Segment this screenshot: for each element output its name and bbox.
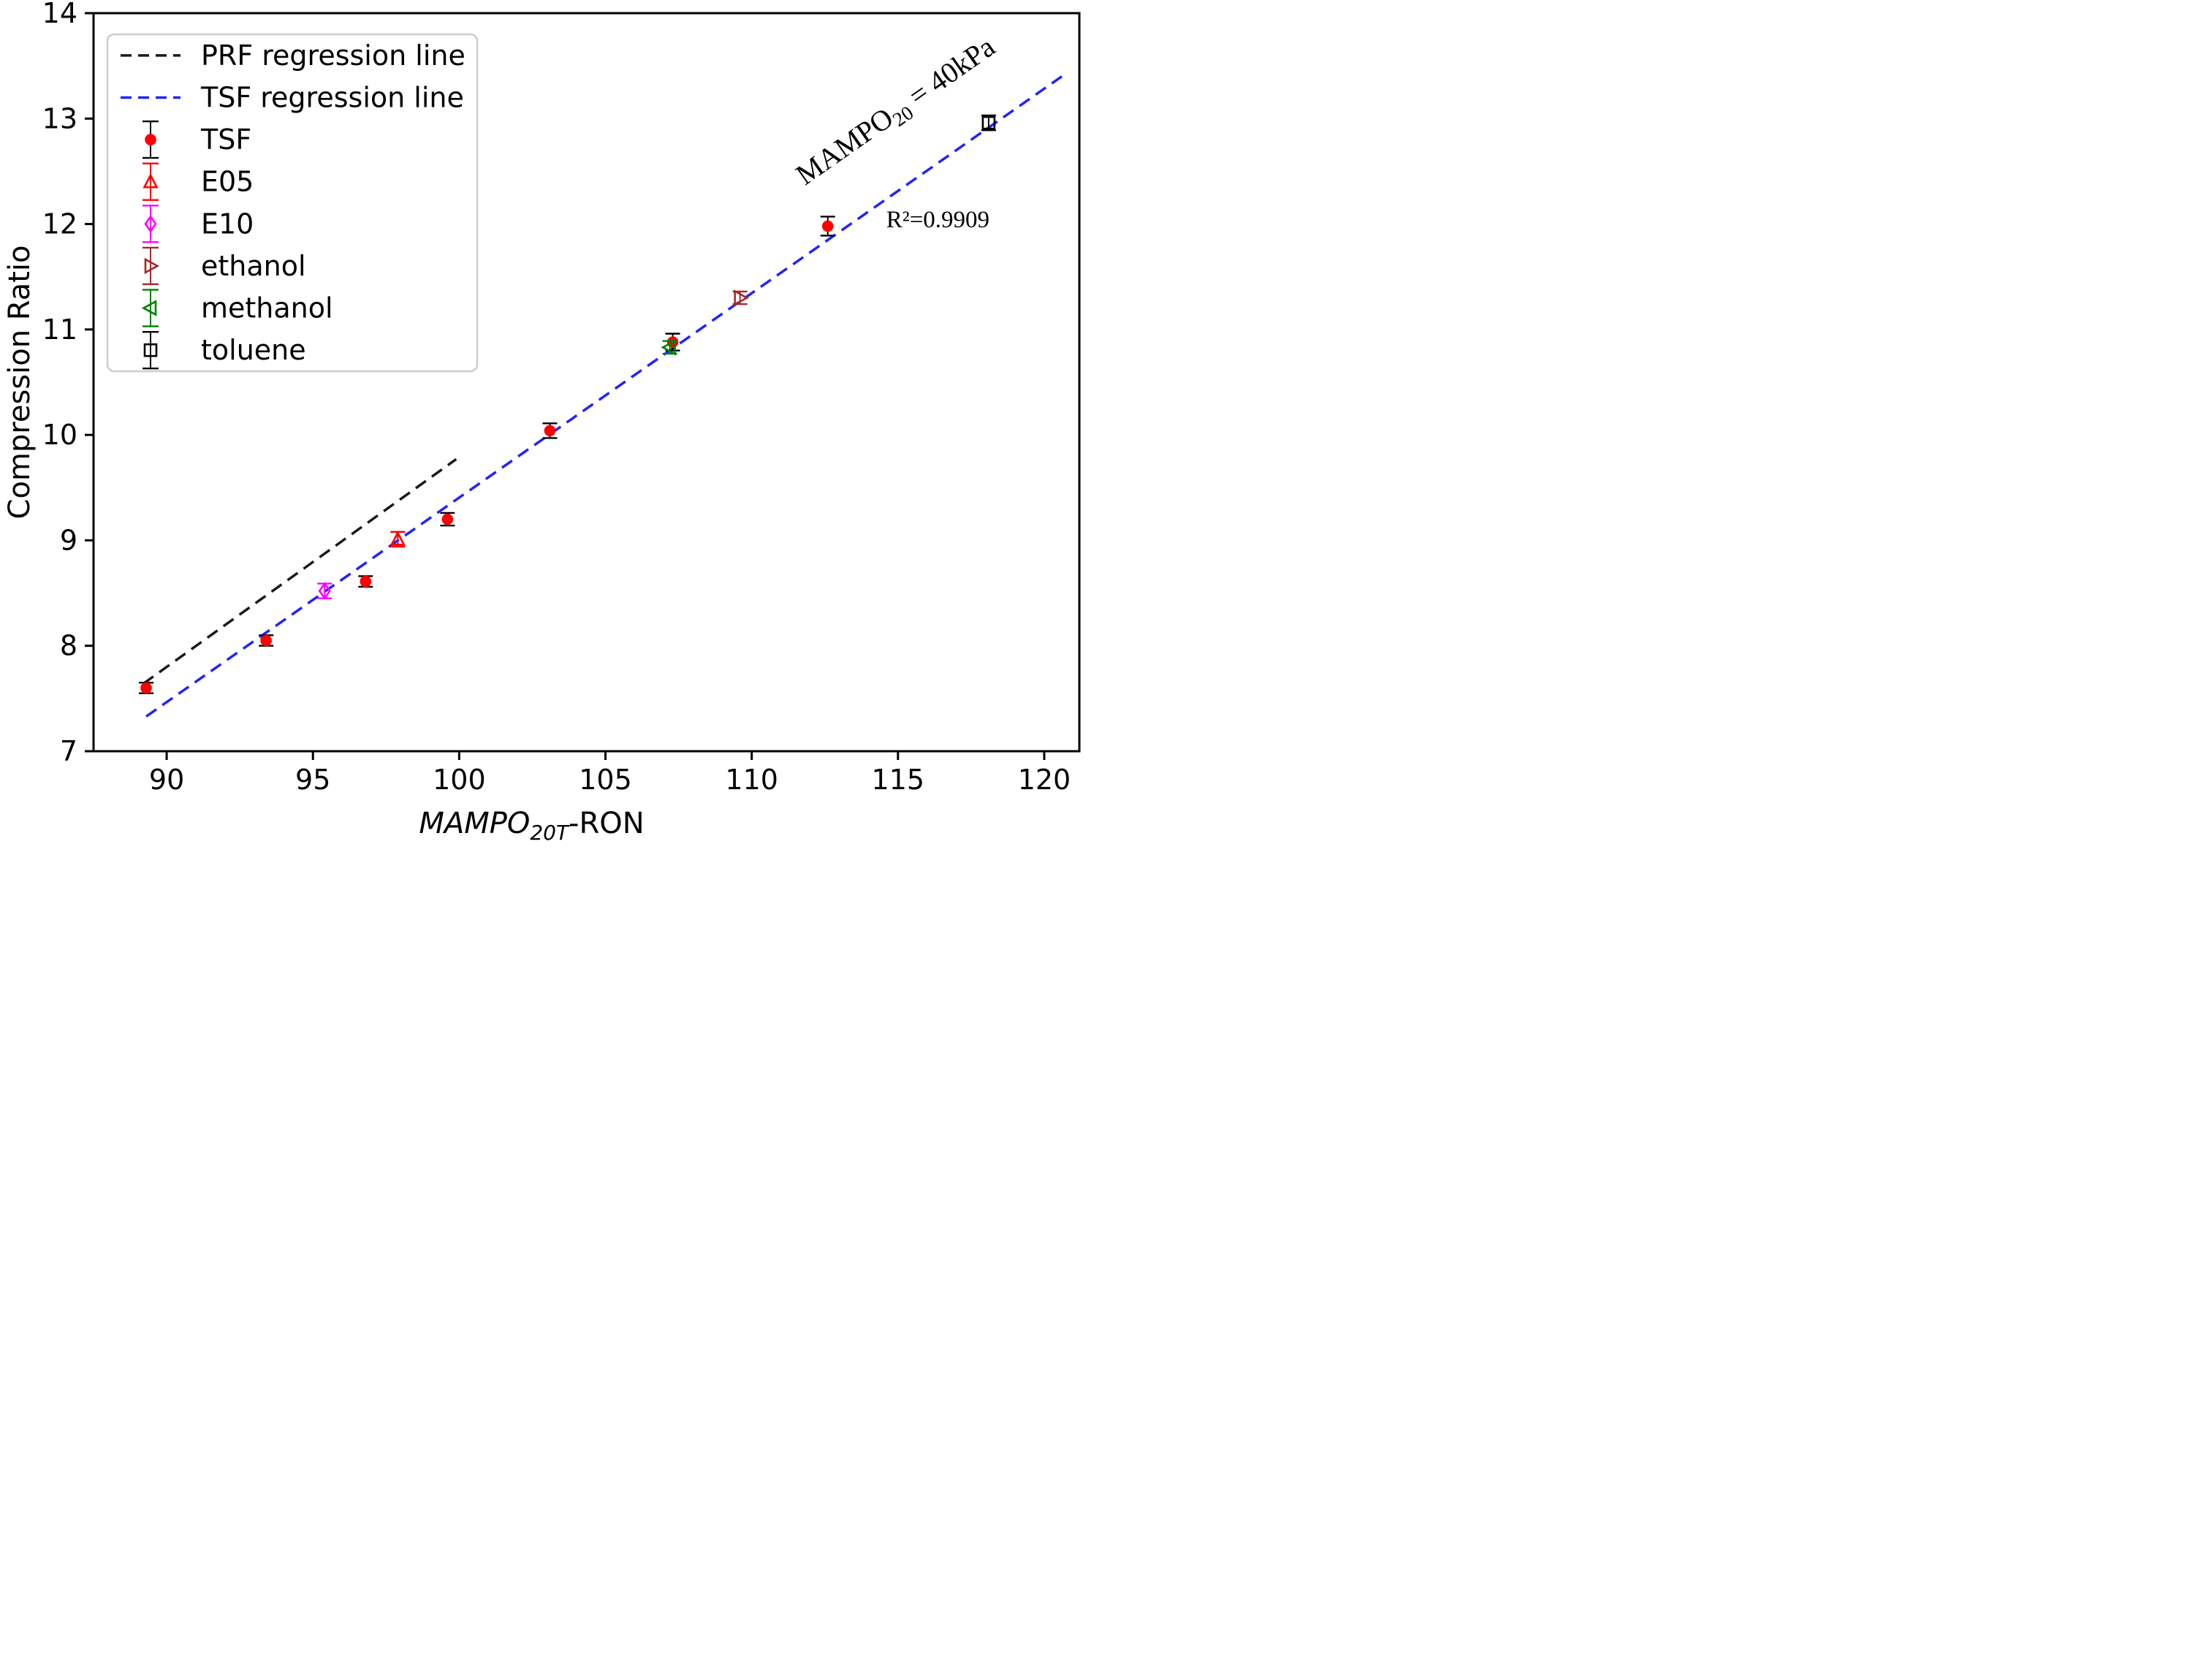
x-tick-label: 115 — [872, 764, 925, 796]
annotation-r-squared: R²=0.9909 — [886, 207, 989, 233]
legend-marker-toluene — [143, 343, 158, 357]
legend-entry-label: methanol — [201, 292, 333, 324]
x-tick-label: 105 — [579, 764, 632, 796]
data-point-tsf — [360, 575, 372, 588]
data-point-methanol — [661, 339, 676, 356]
series-methanol — [661, 339, 677, 356]
data-point-e10 — [318, 582, 331, 600]
series-e05 — [390, 531, 406, 548]
prf-regression-line — [142, 457, 457, 685]
y-tick-label: 8 — [60, 630, 77, 662]
data-point-tsf — [260, 634, 272, 647]
y-tick-label: 9 — [60, 524, 77, 556]
y-tick-label: 10 — [42, 419, 77, 451]
legend-entry-tsf-regression-line: TSF regression line — [121, 81, 464, 113]
legend-entry-label: E10 — [201, 208, 254, 240]
series-ethanol — [732, 289, 749, 306]
legend-entry-ethanol: ethanol — [142, 246, 306, 286]
x-tick-label: 110 — [725, 764, 778, 796]
x-tick-label: 100 — [433, 764, 486, 796]
x-tick-label: 95 — [295, 764, 330, 796]
legend-entry-e10: E10 — [142, 205, 254, 243]
tsf-regression-line — [145, 75, 1063, 718]
legend-entry-tsf: TSF — [142, 120, 251, 159]
legend-marker-methanol — [141, 300, 157, 316]
y-axis-label: Compression Ratio — [3, 246, 37, 520]
legend-entry-prf-regression-line: PRF regression line — [121, 39, 466, 72]
y-tick-label: 13 — [42, 102, 77, 134]
data-point-toluene — [981, 115, 996, 130]
data-point-tsf — [544, 425, 556, 437]
legend-entry-methanol: methanol — [141, 289, 333, 327]
x-tick-label: 120 — [1018, 764, 1071, 796]
data-point-e05 — [390, 531, 406, 546]
legend-entry-label: ethanol — [201, 250, 306, 282]
y-tick-label: 11 — [42, 313, 77, 346]
series-toluene — [981, 114, 996, 132]
data-point-tsf — [821, 220, 834, 232]
legend-entry-e05: E05 — [142, 162, 254, 201]
legend: PRF regression line TSF regression line TS… — [106, 33, 479, 373]
y-tick-label: 12 — [42, 208, 77, 240]
data-point-tsf — [140, 682, 152, 694]
legend-entry-label: PRF regression line — [201, 39, 466, 72]
y-tick-label: 14 — [42, 0, 77, 29]
legend-entry-label: TSF — [200, 123, 251, 156]
legend-marker-e05 — [142, 172, 159, 189]
legend-entry-label: TSF regression line — [200, 81, 464, 113]
plot-border — [92, 12, 1081, 753]
x-tick-label: 90 — [149, 764, 184, 796]
series-e10 — [317, 582, 332, 600]
chart-canvas: 90 95 100 105 110 115 120 7 8 9 10 11 12 13 14 MAMPO20T… — [3, 0, 1081, 840]
annotation-mampo-condition: MAMPO20 = 40kPa — [790, 30, 1003, 194]
data-point-tsf — [441, 513, 454, 525]
legend-entry-label: toluene — [201, 334, 306, 366]
legend-entry-toluene: toluene — [142, 330, 306, 370]
data-point-ethanol — [734, 289, 749, 306]
legend-marker-ethanol — [144, 257, 160, 275]
legend-marker-e10 — [144, 215, 157, 233]
y-tick-label: 7 — [60, 735, 77, 767]
legend-entry-label: E05 — [201, 166, 254, 198]
x-axis-label: MAMPO20T-RON — [419, 807, 644, 840]
legend-box — [106, 33, 479, 373]
legend-marker-tsf — [145, 134, 156, 145]
figure-plot: 90 95 100 105 110 115 120 7 8 9 10 11 12 13 14 MAMPO20T… — [0, 0, 1092, 840]
